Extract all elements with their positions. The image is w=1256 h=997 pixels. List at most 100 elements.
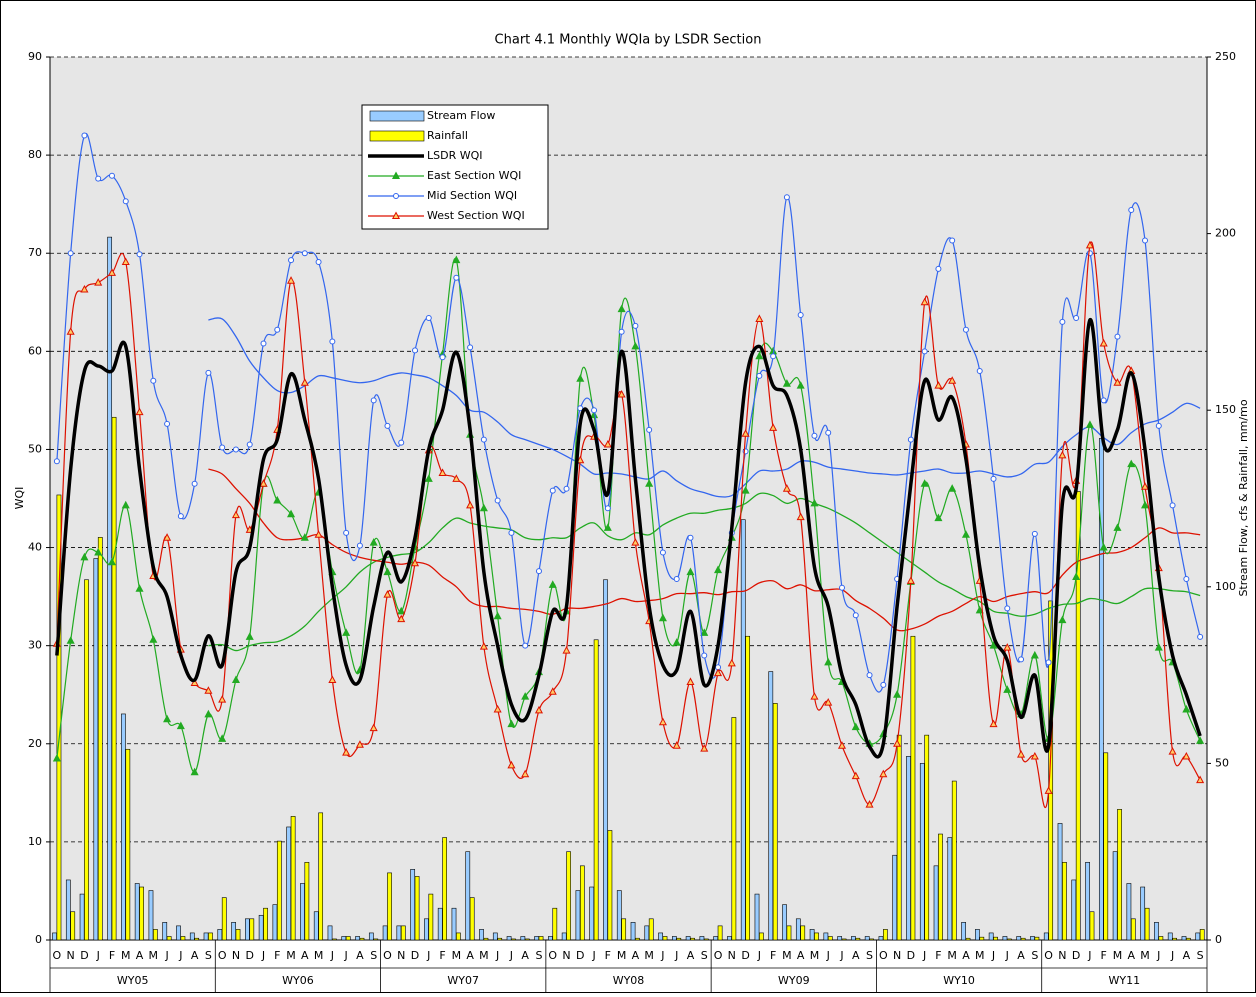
bar (245, 918, 250, 941)
marker (1085, 420, 1094, 428)
marker (191, 480, 198, 487)
marker (617, 389, 626, 398)
marker (1045, 659, 1052, 666)
x-tick-label: S (1197, 949, 1204, 962)
marker (631, 341, 640, 350)
x-tick-label: F (935, 949, 941, 962)
marker (921, 348, 928, 355)
x-tick-label: A (797, 949, 805, 962)
x-tick-label: O (383, 949, 392, 962)
x-tick-label: A (191, 949, 199, 962)
marker (1183, 575, 1190, 582)
x-tick-label: A (1127, 949, 1135, 962)
x-tick-label: M (947, 949, 957, 962)
y-tick-label: 30 (28, 639, 42, 652)
marker (315, 259, 322, 266)
marker (288, 257, 295, 264)
marker (631, 538, 640, 546)
marker (686, 677, 695, 685)
marker (632, 322, 639, 329)
marker (452, 255, 461, 264)
legend-box (361, 104, 549, 230)
bar (979, 936, 985, 941)
bar (520, 936, 526, 941)
x-tick-label: N (728, 949, 736, 962)
bar (93, 558, 99, 941)
y2-tick-label: 150 (1215, 403, 1236, 416)
bar (258, 914, 264, 941)
marker (949, 237, 956, 244)
marker (287, 276, 296, 284)
bar (552, 907, 558, 941)
bar (456, 932, 461, 941)
marker (135, 584, 144, 592)
marker (755, 314, 764, 322)
bar (809, 929, 815, 941)
x-tick-label: J (1005, 949, 1009, 962)
marker (1182, 751, 1191, 760)
bar (910, 635, 916, 941)
marker (701, 652, 708, 659)
marker (107, 268, 117, 276)
marker (879, 769, 888, 778)
x-tick-label: O (53, 949, 62, 962)
marker (1044, 786, 1053, 794)
marker (1086, 250, 1093, 257)
bar (1030, 936, 1035, 941)
x-tick-label: J (660, 949, 664, 962)
bar (658, 932, 663, 941)
marker (480, 436, 487, 443)
bar (1048, 600, 1054, 941)
bar (1195, 932, 1201, 941)
bar (465, 851, 471, 941)
marker (1085, 240, 1094, 249)
marker (893, 739, 902, 747)
legend-swatch (369, 110, 425, 122)
bar (414, 876, 420, 941)
x-tick-label: M (1113, 949, 1123, 962)
x-tick-label: M (479, 949, 489, 962)
marker (727, 658, 736, 667)
bar (1103, 752, 1109, 941)
bar (424, 918, 429, 941)
x-tick-label: J (757, 949, 761, 962)
marker (522, 642, 529, 649)
x-tick-label: M (314, 949, 324, 962)
x-tick-label: F (274, 949, 280, 962)
bar (125, 748, 131, 941)
marker (1113, 523, 1122, 531)
marker (329, 338, 336, 345)
marker (107, 557, 117, 566)
bar (111, 416, 117, 941)
bar (97, 537, 103, 941)
chart-title: Chart 4.1 Monthly WQIa by LSDR Section (495, 33, 762, 48)
bar (731, 717, 737, 941)
marker (164, 420, 171, 427)
marker (66, 636, 75, 644)
bar (745, 635, 751, 941)
y2-tick-label: 250 (1215, 50, 1236, 63)
bar (851, 936, 856, 941)
marker (962, 326, 969, 333)
bar (231, 922, 236, 941)
legend-swatch (369, 130, 425, 142)
group-label: WY07 (447, 974, 479, 987)
bar (795, 918, 801, 941)
marker (493, 704, 502, 713)
x-tick-label: S (701, 949, 708, 962)
marker (534, 705, 544, 714)
bar (451, 907, 457, 941)
marker (369, 723, 378, 732)
bar (290, 816, 296, 941)
marker (94, 547, 103, 556)
marker (976, 367, 983, 374)
x-tick-label: A (466, 949, 474, 962)
x-tick-label: J (1156, 949, 1160, 962)
bar (855, 937, 861, 941)
bar (727, 936, 732, 941)
bar (662, 936, 668, 941)
marker (562, 646, 571, 654)
bar (162, 922, 168, 941)
bar (428, 893, 434, 941)
y-tick-label: 60 (28, 344, 42, 357)
